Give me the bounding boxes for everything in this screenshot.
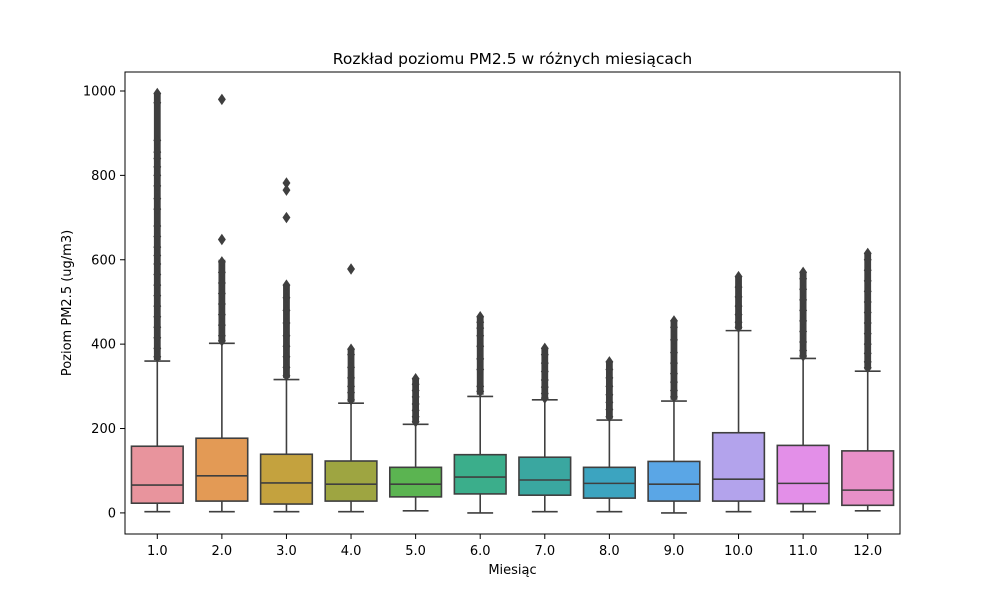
outlier-point — [282, 370, 291, 382]
outlier-point — [605, 410, 614, 423]
outlier-point — [347, 348, 356, 361]
box-group-month-9 — [647, 315, 701, 514]
outlier-point — [282, 291, 291, 304]
box-group-month-4 — [324, 263, 378, 513]
outlier-point — [217, 335, 226, 347]
outlier-point — [153, 134, 162, 147]
outlier-point — [153, 180, 162, 192]
outlier-point — [282, 279, 291, 291]
x-tick-label: 5.0 — [405, 544, 426, 559]
x-tick-label: 10.0 — [724, 544, 753, 559]
box-group-month-2 — [195, 93, 249, 513]
iqr-box — [259, 453, 314, 505]
y-axis-label: Poziom PM2.5 (ug/m3) — [60, 230, 75, 376]
outlier-point — [153, 351, 162, 363]
y-tick-label: 400 — [91, 338, 116, 353]
outlier-point — [282, 184, 291, 196]
outlier-point — [863, 362, 872, 374]
iqr-box — [130, 445, 184, 504]
x-tick-label: 8.0 — [599, 544, 620, 559]
outlier-point — [669, 334, 678, 346]
y-tick-label: 0 — [108, 506, 116, 521]
box-group-month-12 — [841, 247, 895, 512]
chart-title: Rozkład poziomu PM2.5 w różnych miesiąca… — [333, 50, 692, 68]
outlier-point — [669, 391, 678, 403]
outlier-point — [734, 321, 743, 333]
outlier-point — [669, 321, 678, 333]
box-group-month-3 — [259, 177, 314, 513]
plot-area — [130, 87, 895, 514]
outlier-point — [282, 211, 291, 224]
iqr-box — [711, 431, 766, 502]
x-tick-label: 6.0 — [470, 544, 491, 559]
plot-frame — [124, 71, 901, 535]
x-tick-label: 1.0 — [147, 544, 168, 559]
box-group-month-8 — [582, 356, 637, 513]
outlier-point — [282, 317, 291, 329]
box-group-month-6 — [453, 310, 507, 514]
iqr-box — [324, 460, 378, 502]
y-axis: 0 200 400 600 800 1000 — [83, 84, 125, 521]
iqr-box — [518, 456, 572, 496]
x-axis-label: Miesiąc — [488, 563, 536, 578]
y-tick-label: 1000 — [83, 84, 116, 99]
y-tick-label: 200 — [91, 422, 116, 437]
box-group-month-11 — [776, 266, 830, 513]
outlier-point — [347, 394, 356, 406]
x-tick-label: 3.0 — [276, 544, 297, 559]
outlier-point — [411, 416, 420, 428]
x-tick-label: 9.0 — [664, 544, 685, 559]
box-group-month-5 — [388, 373, 443, 512]
outlier-point — [153, 97, 162, 109]
x-tick-label: 12.0 — [853, 544, 882, 559]
iqr-box — [453, 453, 507, 495]
outlier-point — [347, 263, 356, 275]
outlier-point — [476, 385, 485, 398]
box-group-month-1 — [130, 87, 184, 513]
x-tick-label: 11.0 — [789, 544, 818, 559]
outlier-point — [282, 304, 291, 317]
x-tick-label: 2.0 — [212, 544, 233, 559]
box-group-month-10 — [711, 270, 766, 513]
y-tick-label: 600 — [91, 253, 116, 268]
outlier-point — [799, 350, 808, 362]
outlier-point — [476, 363, 485, 376]
outlier-point — [476, 340, 485, 352]
box-group-month-7 — [518, 342, 572, 513]
iqr-box — [841, 450, 895, 507]
outlier-point — [217, 233, 226, 246]
outlier-point — [217, 93, 226, 106]
y-tick-label: 800 — [91, 169, 116, 184]
iqr-box — [776, 444, 830, 505]
x-tick-label: 4.0 — [341, 544, 362, 559]
iqr-box — [388, 466, 443, 498]
x-axis: 1.0 2.0 3.0 4.0 5.0 6.0 7.0 8.0 9.0 10.0 11.0 12.0 — [147, 534, 882, 559]
x-tick-label: 7.0 — [534, 544, 555, 559]
outlier-point — [153, 203, 162, 215]
iqr-box — [195, 437, 249, 502]
iqr-box — [647, 460, 701, 502]
outlier-point — [540, 392, 549, 404]
